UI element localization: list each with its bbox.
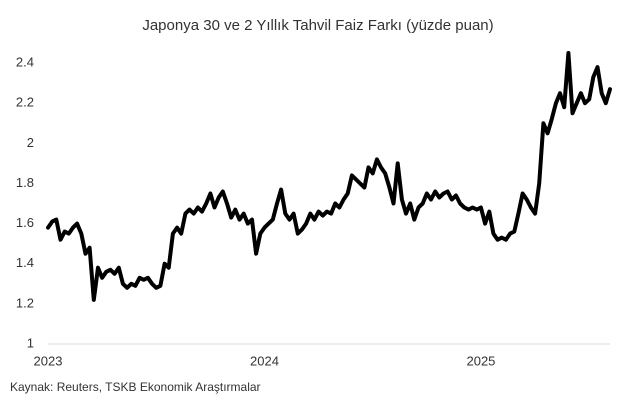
y-tick-label: 1 <box>27 335 34 350</box>
y-tick-label: 1.2 <box>16 295 34 310</box>
y-tick-label: 2.2 <box>16 95 34 110</box>
y-tick-label: 1.4 <box>16 255 34 270</box>
y-tick-label: 1.8 <box>16 175 34 190</box>
x-tick-label: 2023 <box>34 353 63 368</box>
x-tick-label: 2024 <box>250 353 279 368</box>
data-line <box>46 51 612 302</box>
chart-title: Japonya 30 ve 2 Yıllık Tahvil Faiz Farkı… <box>142 17 493 34</box>
y-tick-label: 1.6 <box>16 215 34 230</box>
y-tick-label: 2 <box>27 135 34 150</box>
source-note: Kaynak: Reuters, TSKB Ekonomik Araştırma… <box>10 380 261 394</box>
y-tick-label: 2.4 <box>16 55 34 70</box>
x-tick-label: 2025 <box>466 353 495 368</box>
